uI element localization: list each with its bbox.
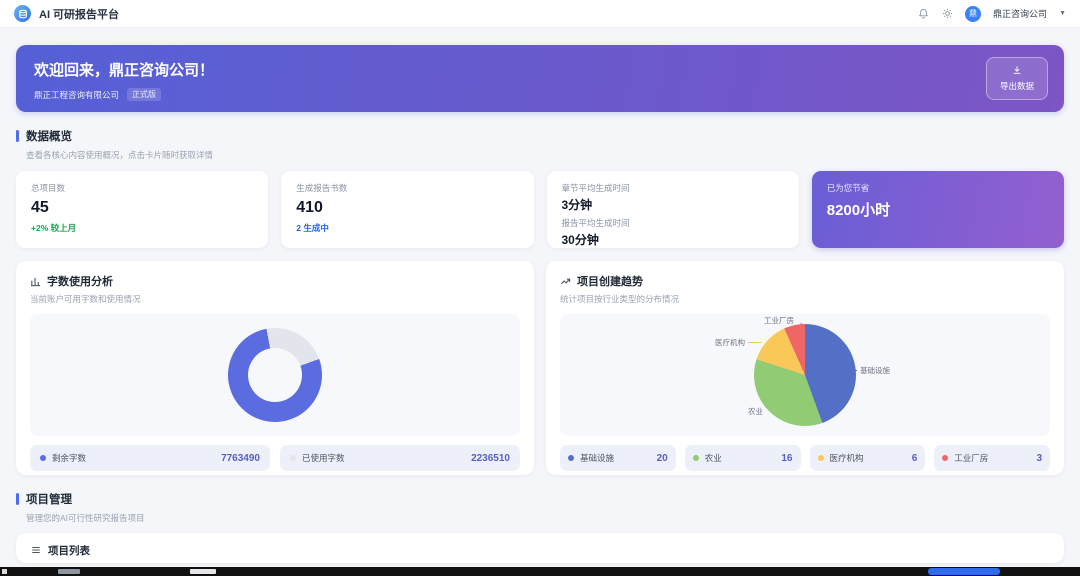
project-list-card: 项目列表 xyxy=(16,533,1064,563)
word-usage-chart-card: 字数使用分析 当前账户可用字数和使用情况 剩余字数 7763490 已使用字数 … xyxy=(16,261,534,475)
legend-chip-medical[interactable]: 医疗机构 6 xyxy=(809,445,926,471)
project-management-section: 项目管理 管理您的AI可行性研究报告项目 xyxy=(16,491,1064,524)
stat-value: 45 xyxy=(31,199,49,216)
pie-label-agriculture: 农业 xyxy=(748,407,763,416)
app-logo-icon xyxy=(14,5,31,22)
download-icon xyxy=(1012,65,1022,77)
section-accent-bar xyxy=(16,493,19,505)
stat-label: 报告平均生成时间 xyxy=(561,218,630,228)
pie-label-industrial: 工业厂房 xyxy=(764,316,794,325)
pie-label-medical: 医疗机构 xyxy=(715,338,745,347)
legend-value: 6 xyxy=(911,452,918,464)
project-pie-chart xyxy=(754,324,856,426)
legend-chip-industrial[interactable]: 工业厂房 3 xyxy=(934,445,1050,471)
settings-icon[interactable] xyxy=(941,8,953,20)
legend-dot xyxy=(817,455,824,461)
taskbar xyxy=(0,567,1080,576)
project-trend-chart-subtitle: 统计项目按行业类型的分布情况 xyxy=(560,294,680,304)
stat-label: 生成报告书数 xyxy=(296,183,348,193)
project-trend-chart-card: 项目创建趋势 统计项目按行业类型的分布情况 基础设施 农业 医疗机构 工业厂房 … xyxy=(546,261,1064,475)
word-usage-chart-area xyxy=(30,314,520,436)
legend-chip-remaining-words[interactable]: 剩余字数 7763490 xyxy=(30,445,270,471)
app-title: AI 可研报告平台 xyxy=(39,8,120,21)
stat-value: 8200小时 xyxy=(826,202,891,219)
project-trend-chart-title: 项目创建趋势 xyxy=(577,276,643,288)
legend-dot xyxy=(568,455,574,461)
legend-dot xyxy=(40,455,46,461)
project-list-title: 项目列表 xyxy=(48,545,90,557)
avatar[interactable]: 鼎 xyxy=(965,5,982,22)
legend-chip-infrastructure[interactable]: 基础设施 20 xyxy=(560,445,676,471)
stat-card-generated-reports[interactable]: 生成报告书数 410 2 生成中 xyxy=(281,171,534,248)
taskbar-item xyxy=(2,569,7,574)
bar-chart-icon xyxy=(30,276,41,287)
legend-label: 工业厂房 xyxy=(954,453,989,463)
legend-label: 农业 xyxy=(704,453,722,463)
section-accent-bar xyxy=(16,130,19,142)
version-badge: 正式版 xyxy=(127,88,162,101)
stat-value: 3分钟 xyxy=(561,198,593,212)
project-management-title: 项目管理 xyxy=(26,494,72,506)
pie-callout-line xyxy=(843,370,857,371)
chevron-down-icon[interactable]: ▼ xyxy=(1059,10,1066,17)
stat-card-generation-time[interactable]: 章节平均生成时间 3分钟 报告平均生成时间 30分钟 xyxy=(546,171,799,248)
list-icon xyxy=(31,545,42,556)
stat-value: 30分钟 xyxy=(561,233,599,247)
legend-label: 基础设施 xyxy=(580,453,615,463)
export-data-label: 导出数据 xyxy=(999,81,1034,91)
stat-card-time-saved[interactable]: 已为您节省 8200小时 xyxy=(811,171,1064,248)
project-management-subtitle: 管理您的AI可行性研究报告项目 xyxy=(26,513,145,523)
welcome-title: 欢迎回来，鼎正咨询公司！ xyxy=(34,62,215,79)
legend-label: 已使用字数 xyxy=(302,453,345,463)
donut-hole xyxy=(248,348,302,402)
legend-dot xyxy=(692,455,699,461)
taskbar-blue-button[interactable] xyxy=(928,568,1000,575)
company-name: 鼎正工程咨询有限公司 xyxy=(34,89,120,100)
word-usage-chart-title: 字数使用分析 xyxy=(47,276,113,288)
legend-chip-used-words[interactable]: 已使用字数 2236510 xyxy=(280,445,520,471)
legend-value: 3 xyxy=(1036,452,1042,464)
welcome-banner: 欢迎回来，鼎正咨询公司！ 鼎正工程咨询有限公司 正式版 导出数据 xyxy=(16,45,1064,112)
overview-section-title: 数据概览 xyxy=(26,131,72,143)
app-header: AI 可研报告平台 鼎 鼎正咨询公司 ▼ xyxy=(0,0,1080,28)
legend-dot xyxy=(290,455,296,461)
taskbar-item xyxy=(190,569,216,574)
overview-section: 数据概览 查看各核心内容使用概况，点击卡片随时获取详情 xyxy=(16,128,1064,161)
stat-label: 总项目数 xyxy=(31,183,66,193)
legend-value: 16 xyxy=(781,452,793,464)
legend-dot xyxy=(942,455,949,461)
stat-value: 410 xyxy=(296,199,323,216)
legend-value: 2236510 xyxy=(471,452,510,464)
legend-value: 7763490 xyxy=(221,452,260,464)
legend-label: 剩余字数 xyxy=(52,453,87,463)
project-trend-chart-area: 基础设施 农业 医疗机构 工业厂房 xyxy=(560,314,1050,436)
stat-label: 已为您节省 xyxy=(826,183,870,193)
taskbar-item xyxy=(58,569,80,574)
overview-section-subtitle: 查看各核心内容使用概况，点击卡片随时获取详情 xyxy=(26,150,214,160)
stat-delta: 2 生成中 xyxy=(296,223,329,233)
stat-label: 章节平均生成时间 xyxy=(561,183,630,193)
pie-callout-line xyxy=(748,342,762,343)
trend-up-icon xyxy=(560,276,571,287)
legend-value: 20 xyxy=(656,452,668,464)
word-usage-donut-chart xyxy=(228,328,322,422)
stat-delta: +2% 较上月 xyxy=(31,223,77,233)
export-data-button[interactable]: 导出数据 xyxy=(986,57,1048,100)
pie-label-infrastructure: 基础设施 xyxy=(860,366,890,375)
stat-card-total-projects[interactable]: 总项目数 45 +2% 较上月 xyxy=(16,171,269,248)
legend-chip-agriculture[interactable]: 农业 16 xyxy=(684,445,801,471)
legend-label: 医疗机构 xyxy=(829,453,864,463)
user-menu[interactable]: 鼎正咨询公司 xyxy=(993,9,1048,19)
word-usage-chart-subtitle: 当前账户可用字数和使用情况 xyxy=(30,294,141,304)
notification-icon[interactable] xyxy=(917,8,929,20)
